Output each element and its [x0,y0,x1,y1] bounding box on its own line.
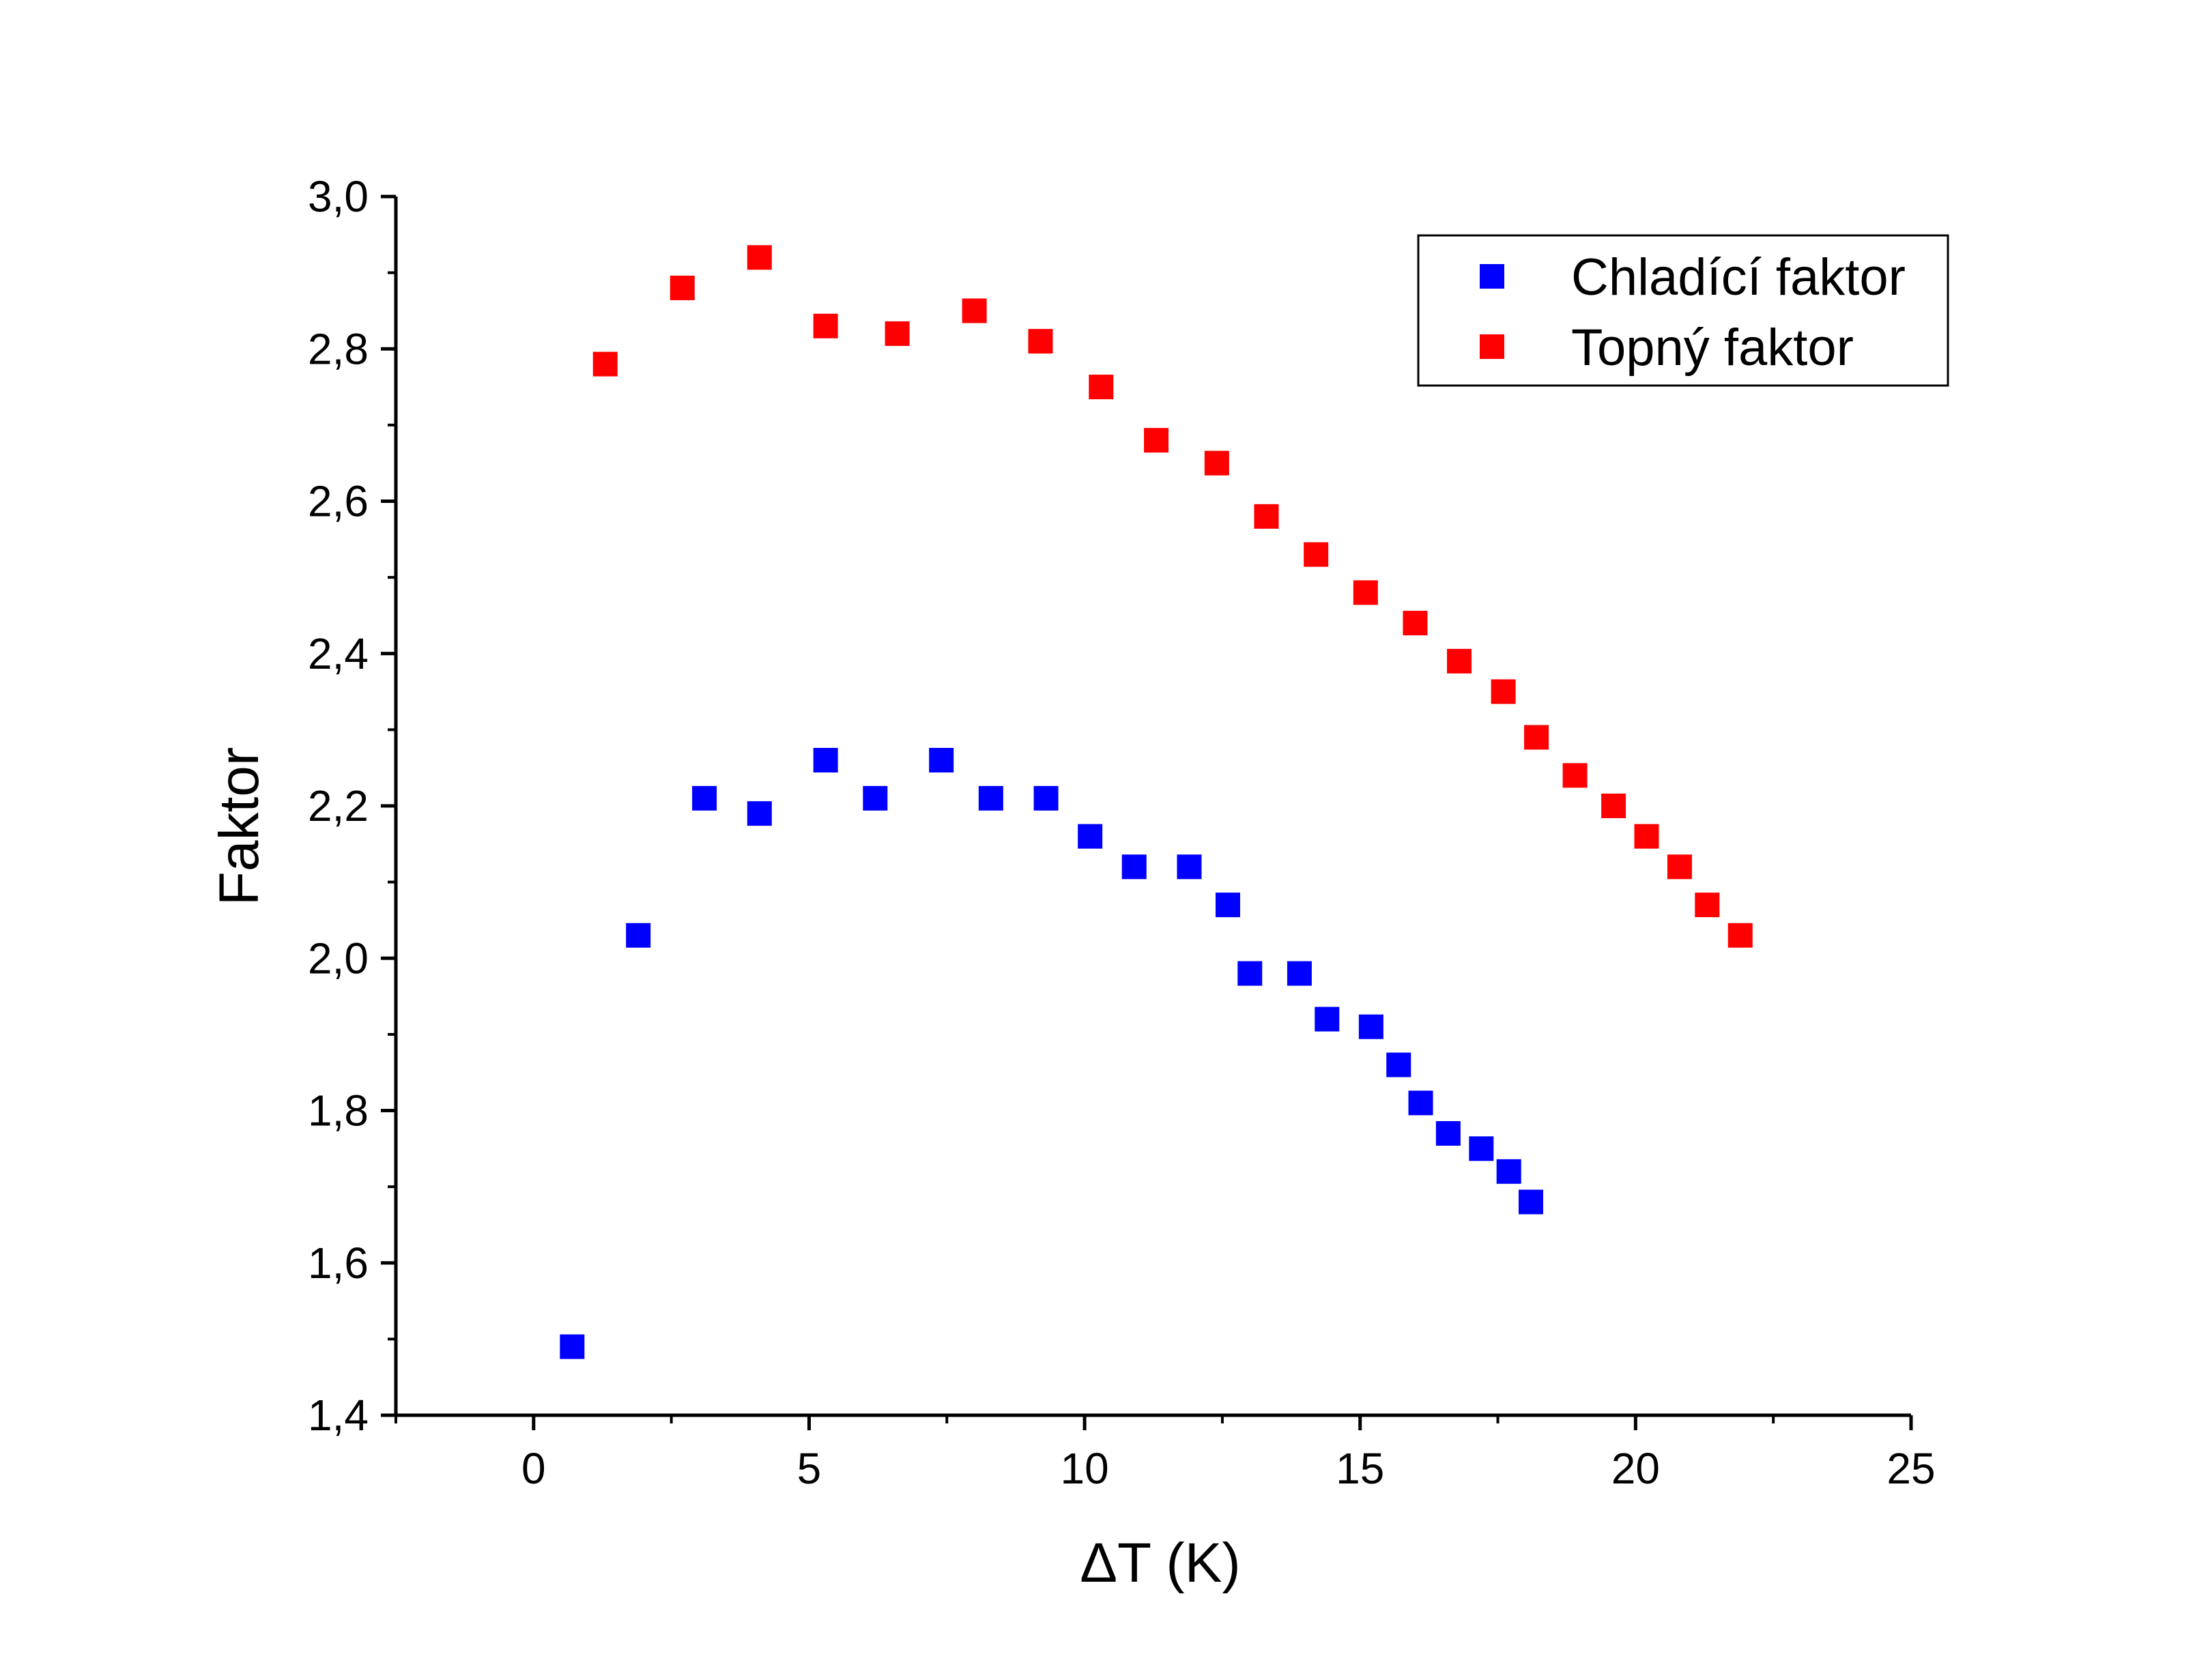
topny-faktor-point [1491,679,1516,704]
chladici-faktor-point [1237,961,1263,986]
chladici-faktor-point [1496,1159,1521,1184]
y-axis-title: Faktor [208,747,270,906]
legend-box [1417,234,1949,387]
x-tick-label: 5 [797,1444,822,1493]
data-points [560,245,1753,1359]
chladici-faktor-point [813,748,838,773]
topny-faktor-point [592,351,618,377]
x-tick-label: 10 [1060,1444,1108,1493]
topny-faktor-point [1727,923,1753,948]
topny-faktor-point [1353,580,1378,605]
chladici-faktor-point [1358,1014,1383,1039]
chladici-faktor-point [626,923,651,948]
topny-faktor-point [1634,824,1659,849]
topny-faktor-point [1304,542,1329,567]
chladici-faktor-point [1121,854,1147,880]
y-tick-label: 2,4 [308,629,369,678]
topny-faktor-point [1601,794,1626,818]
legend: Chladící faktor Topný faktor [1417,234,1949,387]
chladici-faktor-point [747,801,772,826]
chladici-faktor-point [1177,854,1202,880]
y-tick-label: 3,0 [308,172,369,221]
topny-faktor-point [1089,375,1114,400]
topny-faktor-point [885,321,910,346]
topny-faktor-point [1695,893,1720,918]
chladici-faktor-point [560,1334,585,1359]
y-tick-label: 2,6 [308,477,369,526]
chladici-faktor-point [929,748,954,773]
chladici-faktor-point [1078,824,1103,849]
topny-faktor-point [1144,428,1169,453]
topny-faktor-point [1028,329,1053,354]
y-tick-label: 1,4 [308,1391,369,1440]
x-tick-label: 0 [521,1444,546,1493]
topny-faktor-point [1667,854,1692,880]
chladici-faktor-point [1287,961,1312,986]
topny-faktor-point [962,298,987,323]
chladici-faktor-point [863,785,888,811]
chladici-faktor-point [1315,1006,1340,1032]
chladici-faktor-point [692,785,717,811]
legend-label-topny-faktor: Topný faktor [1571,319,1854,377]
chladici-faktor-point [1518,1189,1543,1215]
topny-faktor-point [1562,763,1588,788]
legend-marker-chladici-faktor [1480,264,1504,289]
x-axis-title: ΔT (K) [1080,1532,1240,1594]
chladici-faktor-point [1386,1052,1411,1077]
topny-faktor-point [1447,648,1472,674]
chladici-faktor-point [1469,1136,1494,1161]
chladici-faktor-point [1408,1090,1433,1116]
chladici-faktor-point [1033,785,1059,811]
topny-faktor-point [1204,450,1229,476]
y-tick-label: 1,8 [308,1086,369,1135]
ticks: 0 5 10 15 20 25 1,4 1,6 1,8 2,0 2,2 2,4 2,6 2,8 3,0 [308,172,1936,1493]
x-tick-label: 20 [1611,1444,1660,1493]
chladici-faktor-point [1215,893,1240,918]
y-tick-label: 2,2 [308,781,369,830]
x-tick-label: 15 [1336,1444,1384,1493]
legend-marker-topny-faktor [1480,334,1504,359]
y-tick-label: 2,8 [308,324,369,373]
topny-faktor-point [747,245,772,270]
y-tick-label: 2,0 [308,933,369,983]
chladici-faktor-point [978,785,1003,811]
topny-faktor-point [1403,611,1428,636]
chladici-faktor-point [1435,1120,1461,1146]
legend-label-chladici-faktor: Chladící faktor [1571,248,1906,306]
topny-faktor-point [1524,725,1549,750]
x-tick-label: 25 [1886,1444,1935,1493]
topny-faktor-point [1254,504,1279,529]
topny-faktor-point [670,275,695,300]
y-tick-label: 1,6 [308,1239,369,1288]
topny-faktor-point [813,313,838,338]
